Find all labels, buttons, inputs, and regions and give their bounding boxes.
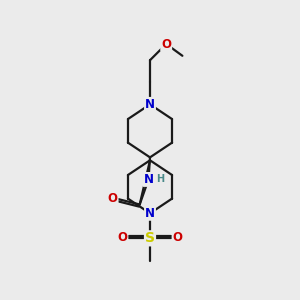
Text: O: O [117,231,127,244]
Text: H: H [156,174,164,184]
Text: O: O [108,192,118,205]
Text: O: O [161,38,171,50]
Text: N: N [145,207,155,220]
Text: N: N [143,173,154,186]
Text: S: S [145,231,155,245]
Text: N: N [145,98,155,111]
Text: O: O [173,231,183,244]
